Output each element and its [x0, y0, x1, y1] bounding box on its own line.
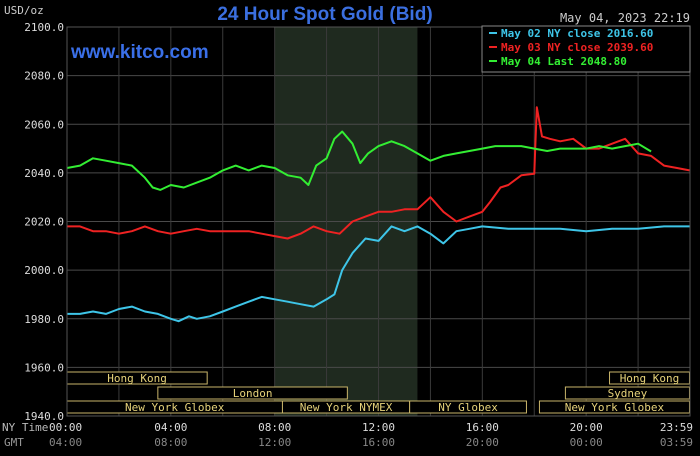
- chart-title: 24 Hour Spot Gold (Bid): [217, 4, 432, 25]
- series-line: [66, 130, 652, 191]
- y-tick-label: 2020.0: [24, 216, 64, 229]
- trading-sessions: Hong Kong London New York Globex New York N…: [66, 371, 690, 414]
- legend-entry: May 03 NY close 2039.60: [501, 41, 653, 54]
- legend-entry: May 02 NY close 2016.60: [501, 27, 653, 40]
- y-tick-label: 2000.0: [24, 264, 64, 277]
- session-label: Hong Kong: [107, 372, 167, 385]
- session-label: London: [233, 387, 273, 400]
- x-tick-label-gmt: 08:00: [154, 436, 187, 449]
- x-tick-label-ny: 20:00: [570, 421, 603, 434]
- legend-entry: May 04 Last 2048.80: [501, 55, 627, 68]
- session-box: [538, 400, 690, 414]
- session-label: Sydney: [608, 387, 648, 400]
- timestamp: May 04, 2023 22:19: [560, 11, 690, 25]
- ny-time-row-label: NY Time: [2, 421, 48, 434]
- session-label: New York Globex: [565, 401, 665, 414]
- grid-lines: [67, 26, 690, 417]
- x-tick-label-gmt: 03:59: [660, 436, 693, 449]
- session-label: Hong Kong: [620, 372, 680, 385]
- x-tick-label-ny: 12:00: [362, 421, 395, 434]
- y-tick-label: 1980.0: [24, 313, 64, 326]
- y-tick-label: 1960.0: [24, 361, 64, 374]
- y-tick-label: 2100.0: [24, 21, 64, 34]
- y-tick-labels: 2100.0 2080.0 2060.0 2040.0 2020.0 2000.0 1980…: [24, 21, 64, 423]
- session-label: New York NYMEX: [300, 401, 393, 414]
- currency-label: USD/oz: [4, 4, 44, 17]
- legend-box: [481, 25, 691, 73]
- series-lines: [66, 106, 690, 323]
- session-box: [609, 371, 690, 385]
- session-box: [409, 400, 527, 414]
- series-line: [67, 225, 690, 323]
- gmt-row-label: GMT: [4, 436, 24, 449]
- x-tick-label-ny: 04:00: [154, 421, 187, 434]
- x-tick-label-gmt: 20:00: [466, 436, 499, 449]
- x-tick-label-ny: 08:00: [258, 421, 291, 434]
- plot-frame: [66, 26, 691, 417]
- x-tick-label-ny: 16:00: [466, 421, 499, 434]
- y-tick-label: 2040.0: [24, 167, 64, 180]
- session-box: [564, 386, 690, 400]
- x-tick-label-gmt: 04:00: [49, 436, 82, 449]
- kitco-watermark: www.kitco.com: [70, 42, 209, 63]
- session-box: [157, 386, 348, 400]
- series-line: [67, 106, 690, 240]
- y-tick-label: 2060.0: [24, 118, 64, 131]
- session-label: New York Globex: [125, 401, 225, 414]
- x-tick-label-gmt: 16:00: [362, 436, 395, 449]
- session-label: NY Globex: [438, 401, 498, 414]
- y-tick-label: 1940.0: [24, 410, 64, 423]
- y-tick-label: 2080.0: [24, 70, 64, 83]
- x-tick-label-gmt: 12:00: [258, 436, 291, 449]
- x-tick-labels: 00:00 04:00 04:00 08:00 08:00 12:00 12:00 16:00…: [49, 421, 693, 449]
- x-tick-label-ny: 00:00: [49, 421, 82, 434]
- x-tick-label-ny: 23:59: [660, 421, 693, 434]
- x-tick-label-gmt: 00:00: [570, 436, 603, 449]
